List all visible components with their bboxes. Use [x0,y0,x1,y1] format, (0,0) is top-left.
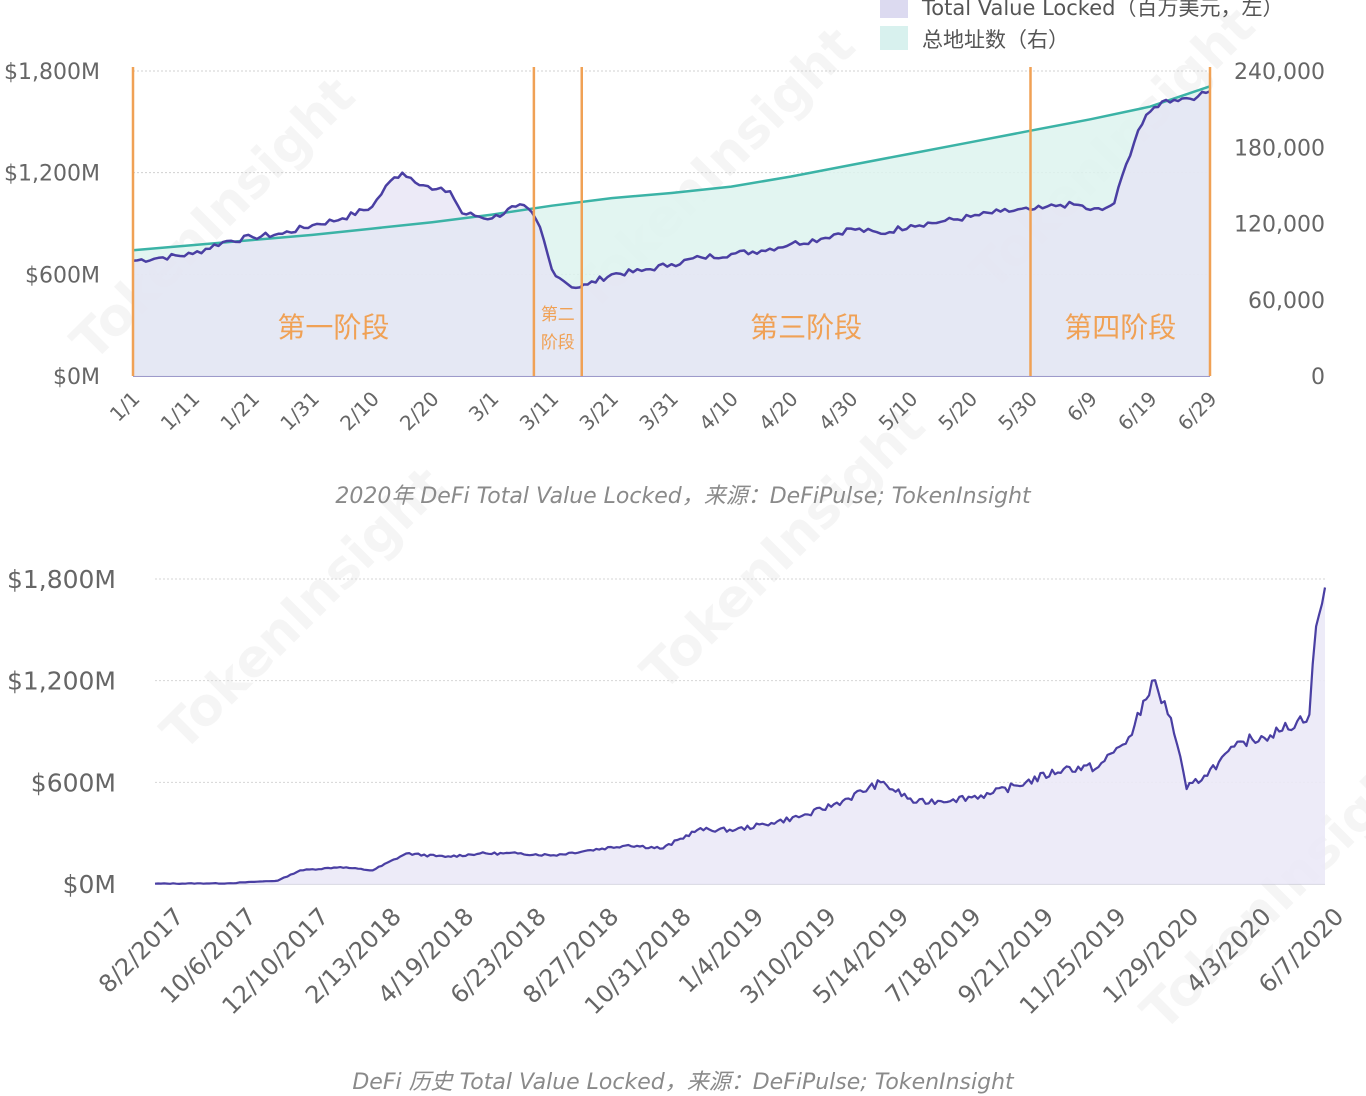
y-right-tick-label: 180,000 [1234,136,1325,161]
phase-label: 第二 [541,305,575,325]
y-tick-label: $600M [31,768,116,797]
x-tick-label: 3/11 [515,387,564,436]
x-tick-label: 6/9 [1062,387,1102,427]
x-tick-label: 8/27/2018 [517,902,624,1009]
x-tick-label: 6/23/2018 [445,902,552,1009]
legend-label: 总地址数（右） [922,28,1069,52]
y-left-tick-label: $600M [25,263,100,288]
x-tick-label: 4/19/2018 [372,902,479,1009]
x-tick-label: 5/14/2019 [807,902,914,1009]
x-tick-label: 5/20 [933,387,982,436]
x-tick-label: 7/18/2019 [880,902,987,1009]
y-left-tick-label: $1,800M [4,60,100,85]
x-tick-label: 1/11 [156,387,205,436]
y-right-tick-label: 0 [1311,365,1325,390]
x-tick-label: 9/21/2019 [952,902,1059,1009]
phase-label: 第四阶段 [1064,311,1176,344]
y-right-tick-label: 60,000 [1248,289,1325,314]
x-tick-label: 1/21 [215,387,264,436]
x-tick-label: 4/20 [754,387,803,436]
y-tick-label: $1,800M [7,565,116,594]
y-left-tick-label: $0M [53,365,100,390]
phase-label: 阶段 [541,333,575,353]
y-right-tick-label: 120,000 [1234,213,1325,238]
x-tick-label: 12/10/2017 [217,902,335,1020]
watermark-text: TokenInsight [1130,736,1366,1043]
legend-label: Total Value Locked（百万美元，左） [921,0,1283,20]
x-tick-label: 11/25/2019 [1014,902,1132,1020]
x-tick-label: 2/20 [395,387,444,436]
legend-swatch [880,26,908,50]
x-tick-label: 4/10 [694,387,743,436]
chart1-caption: 2020年 DeFi Total Value Locked，来源：DeFiPul… [335,484,1031,509]
x-tick-label: 5/10 [874,387,923,436]
tvl-area [133,91,1210,377]
y-left-tick-label: $1,200M [4,162,100,187]
y-tick-label: $0M [63,870,116,899]
x-tick-label: 3/31 [634,387,683,436]
y-right-tick-label: 240,000 [1234,60,1325,85]
phase-label: 第三阶段 [750,311,862,344]
x-tick-label: 3/1 [464,387,504,427]
x-tick-label: 6/29 [1173,387,1222,436]
tvl-2020-chart: $1,800M $1,200M $600M $0M 240,000 180,000 120,… [4,0,1325,436]
x-tick-label: 10/31/2018 [579,902,697,1020]
legend-swatch [880,0,908,18]
y-tick-label: $1,200M [7,667,116,696]
x-tick-label: 6/19 [1113,387,1162,436]
chart2-caption: DeFi 历史 Total Value Locked，来源：DeFiPulse;… [352,1070,1014,1095]
x-tick-label: 3/10/2019 [735,902,842,1009]
x-tick-label: 4/30 [814,387,863,436]
x-tick-label: 1/4/2019 [673,902,769,998]
x-tick-label: 10/6/2017 [155,902,262,1009]
x-tick-label: 8/2/2017 [93,902,189,998]
phase-label: 第一阶段 [277,311,389,344]
x-tick-label: 2/13/2018 [300,902,407,1009]
x-tick-label: 3/21 [574,387,623,436]
x-tick-label: 1/31 [275,387,324,436]
x-tick-label: 2/10 [335,387,384,436]
x-tick-label: 5/30 [993,387,1042,436]
tvl-series-line [132,90,1211,290]
x-tick-label: 1/1 [105,387,145,427]
